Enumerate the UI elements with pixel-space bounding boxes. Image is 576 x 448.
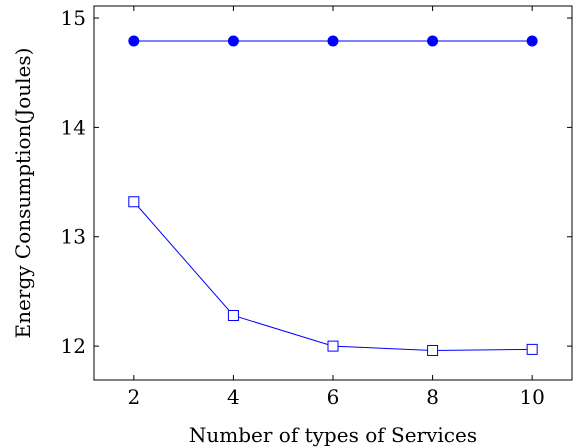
data-point [128, 196, 140, 208]
x-tick-label: 4 [227, 385, 240, 409]
data-point [128, 35, 140, 47]
x-tick-label: 8 [426, 385, 439, 409]
series-2 [128, 196, 538, 356]
data-point [427, 35, 439, 47]
x-axis-title: Number of types of Services [189, 423, 477, 447]
data-point [327, 340, 339, 352]
x-tick-label: 10 [519, 385, 544, 409]
plot-frame [93, 5, 573, 381]
data-point [227, 309, 239, 321]
series-layer [128, 35, 538, 356]
series-1 [128, 35, 538, 47]
data-point [227, 35, 239, 47]
x-tick-label: 6 [327, 385, 340, 409]
y-tick-label: 14 [61, 115, 86, 139]
data-point [427, 344, 439, 356]
data-point [327, 35, 339, 47]
y-axis-ticks: 12 13 14 15 [61, 6, 572, 358]
y-tick-label: 12 [61, 334, 86, 358]
y-axis-title: Energy Consumption(Joules) [11, 48, 35, 339]
data-point [526, 35, 538, 47]
data-point [526, 343, 538, 355]
y-tick-label: 13 [61, 225, 86, 249]
y-tick-label: 15 [61, 6, 86, 30]
x-tick-label: 2 [127, 385, 140, 409]
x-axis-ticks: 2 4 6 8 10 [127, 6, 545, 409]
series-line [133, 201, 533, 351]
